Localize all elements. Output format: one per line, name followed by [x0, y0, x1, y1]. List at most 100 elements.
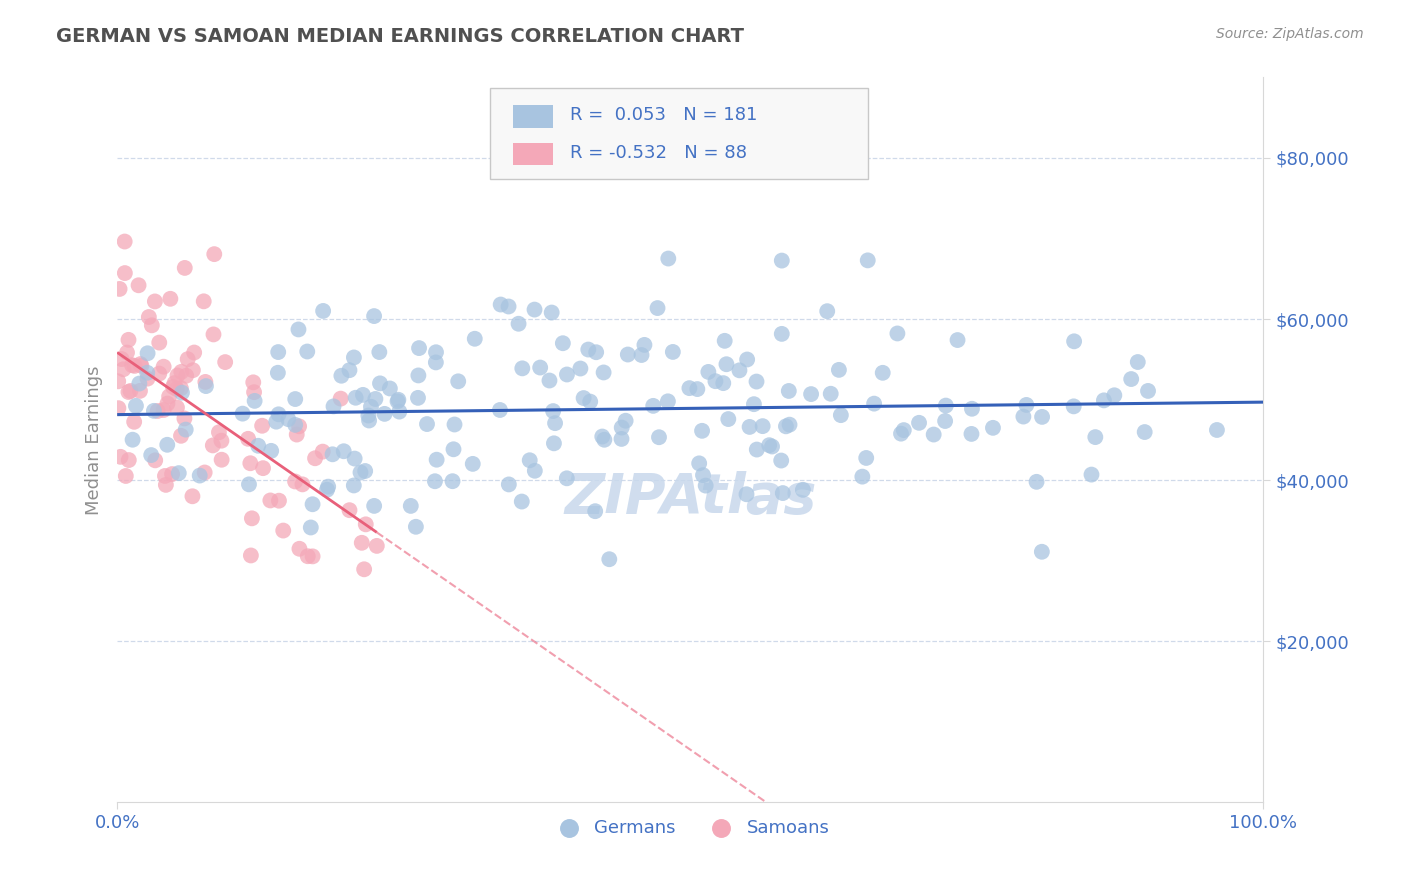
Point — [399, 499, 422, 513]
Point — [610, 432, 633, 446]
Point — [935, 399, 957, 413]
Point — [872, 366, 894, 380]
Point — [960, 401, 983, 416]
Point — [728, 363, 751, 377]
Point — [695, 478, 717, 492]
Point — [332, 444, 354, 458]
Point — [124, 359, 146, 373]
Point — [408, 368, 430, 383]
Point — [301, 497, 323, 511]
Point — [142, 404, 165, 418]
Point — [120, 384, 142, 398]
Point — [761, 440, 783, 454]
Point — [617, 347, 640, 361]
Point — [778, 384, 800, 398]
Point — [960, 426, 983, 441]
Point — [792, 483, 814, 497]
Point — [188, 468, 211, 483]
Point — [598, 552, 620, 566]
Point — [893, 423, 915, 437]
Point — [349, 466, 371, 480]
Point — [1206, 423, 1229, 437]
Point — [277, 412, 299, 426]
Point — [443, 442, 465, 457]
Point — [239, 549, 262, 563]
FancyBboxPatch shape — [513, 105, 553, 128]
Point — [704, 374, 727, 388]
Point — [110, 450, 132, 464]
Text: R = -0.532   N = 88: R = -0.532 N = 88 — [569, 144, 747, 161]
Point — [770, 253, 793, 268]
Point — [181, 363, 204, 377]
Point — [543, 436, 565, 450]
Point — [359, 413, 381, 427]
Point — [510, 361, 533, 376]
Point — [232, 407, 254, 421]
Point — [585, 345, 607, 359]
Point — [745, 442, 768, 457]
Text: R =  0.053   N = 181: R = 0.053 N = 181 — [569, 106, 758, 124]
Point — [284, 417, 307, 432]
Point — [779, 417, 801, 432]
FancyBboxPatch shape — [489, 88, 868, 179]
Point — [770, 326, 793, 341]
Point — [239, 456, 262, 470]
Point — [125, 399, 148, 413]
Point — [678, 381, 700, 395]
Point — [114, 235, 136, 249]
Point — [114, 469, 136, 483]
Point — [322, 447, 344, 461]
Point — [173, 260, 195, 275]
Point — [155, 478, 177, 492]
Point — [141, 318, 163, 333]
Point — [166, 382, 188, 396]
Point — [686, 382, 709, 396]
Point — [922, 427, 945, 442]
Point — [555, 368, 578, 382]
Point — [758, 438, 780, 452]
Text: Source: ZipAtlas.com: Source: ZipAtlas.com — [1216, 27, 1364, 41]
Point — [170, 385, 193, 400]
Point — [202, 327, 225, 342]
Point — [405, 520, 427, 534]
Point — [697, 365, 720, 379]
Point — [716, 357, 738, 371]
Point — [364, 392, 387, 406]
Point — [717, 412, 740, 426]
Point — [742, 397, 765, 411]
Point — [141, 448, 163, 462]
Point — [250, 418, 273, 433]
Point — [284, 392, 307, 406]
Point — [156, 396, 179, 410]
Point — [260, 443, 283, 458]
Point — [343, 478, 366, 492]
Point — [770, 453, 793, 467]
Point — [343, 351, 366, 365]
Point — [339, 363, 361, 377]
Point — [738, 420, 761, 434]
Point — [354, 517, 377, 532]
Point — [121, 358, 143, 372]
Point — [148, 367, 170, 381]
Point — [316, 483, 339, 497]
Point — [181, 489, 204, 503]
Point — [569, 361, 592, 376]
Point — [271, 524, 294, 538]
Point — [194, 379, 217, 393]
Point — [267, 493, 290, 508]
Point — [576, 343, 599, 357]
Point — [152, 359, 174, 374]
Point — [267, 345, 290, 359]
Point — [344, 391, 367, 405]
Point — [745, 375, 768, 389]
Point — [551, 336, 574, 351]
Point — [163, 376, 186, 390]
Point — [330, 368, 353, 383]
Point — [425, 355, 447, 369]
Point — [288, 541, 311, 556]
Point — [131, 359, 153, 373]
Point — [461, 457, 484, 471]
Point — [156, 438, 179, 452]
Point — [136, 371, 159, 385]
Point — [657, 394, 679, 409]
